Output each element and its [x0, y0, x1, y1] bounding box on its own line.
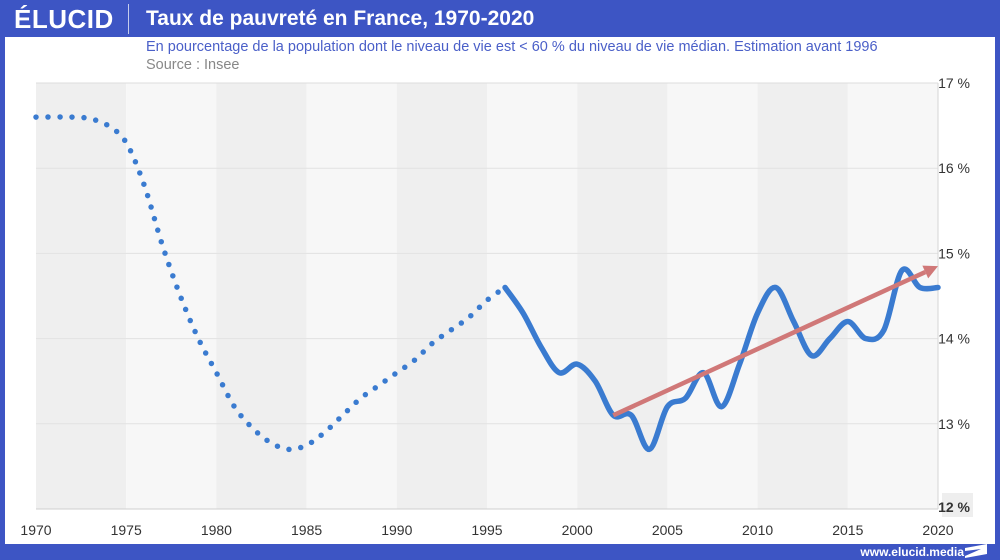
poverty-rate-series	[502, 266, 941, 453]
y-tick-label: 16 %	[938, 160, 970, 176]
x-tick-label: 2000	[562, 522, 593, 538]
y-axis-ticks: 12 % 13 % 14 % 15 % 16 % 17 %	[938, 75, 973, 517]
x-tick-label: 1985	[291, 522, 322, 538]
background-band	[577, 83, 668, 509]
estimate-series	[33, 114, 508, 453]
background-band	[667, 83, 758, 509]
y-tick-label: 12 %	[938, 499, 970, 515]
y-tick-label: 13 %	[938, 416, 970, 432]
chart-subtitle: En pourcentage de la population dont le …	[146, 39, 878, 55]
x-tick-label: 1995	[471, 522, 502, 538]
trend-arrow-line	[612, 269, 927, 418]
y-tick-label: 17 %	[938, 75, 970, 91]
y-tick-highlight	[942, 493, 973, 517]
y-tick-label: 14 %	[938, 331, 970, 347]
background-band	[126, 83, 217, 509]
line-chart: 12 % 13 % 14 % 15 % 16 % 17 % 1970 1975 1980 198…	[20, 75, 973, 538]
x-tick-label: 2010	[742, 522, 773, 538]
x-tick-label: 1990	[381, 522, 412, 538]
background-band	[757, 83, 848, 509]
annotation-layer	[612, 265, 938, 418]
footer-url[interactable]: www.elucid.media	[860, 545, 964, 559]
x-tick-label: 2005	[652, 522, 683, 538]
background-band	[216, 83, 307, 509]
background-bands	[36, 83, 938, 509]
elucid-logo: ÉLUCID	[14, 4, 114, 34]
x-tick-label: 1970	[20, 522, 51, 538]
x-axis-ticks: 1970 1975 1980 1985 1990 1995 2000 2005 2010 2015…	[20, 522, 953, 538]
x-tick-label: 1980	[201, 522, 232, 538]
series-layer	[33, 114, 941, 453]
series-line-solid	[502, 266, 941, 453]
background-band	[306, 83, 397, 509]
header-bar: ÉLUCID Taux de pauvreté en France, 1970-…	[0, 0, 1000, 37]
background-band	[36, 83, 127, 509]
trend-arrow-head	[922, 265, 938, 279]
chart-title: Taux de pauvreté en France, 1970-2020	[146, 7, 535, 30]
background-band	[487, 83, 578, 509]
background-band	[396, 83, 487, 509]
x-tick-label: 2020	[922, 522, 953, 538]
x-tick-label: 2015	[832, 522, 863, 538]
chart-source: Source : Insee	[146, 57, 240, 73]
series-line-dotted	[33, 114, 508, 453]
gridlines	[36, 82, 939, 510]
elucid-flag-icon	[965, 544, 987, 558]
x-tick-label: 1975	[111, 522, 142, 538]
header-separator	[128, 4, 129, 34]
y-tick-label: 15 %	[938, 245, 970, 261]
